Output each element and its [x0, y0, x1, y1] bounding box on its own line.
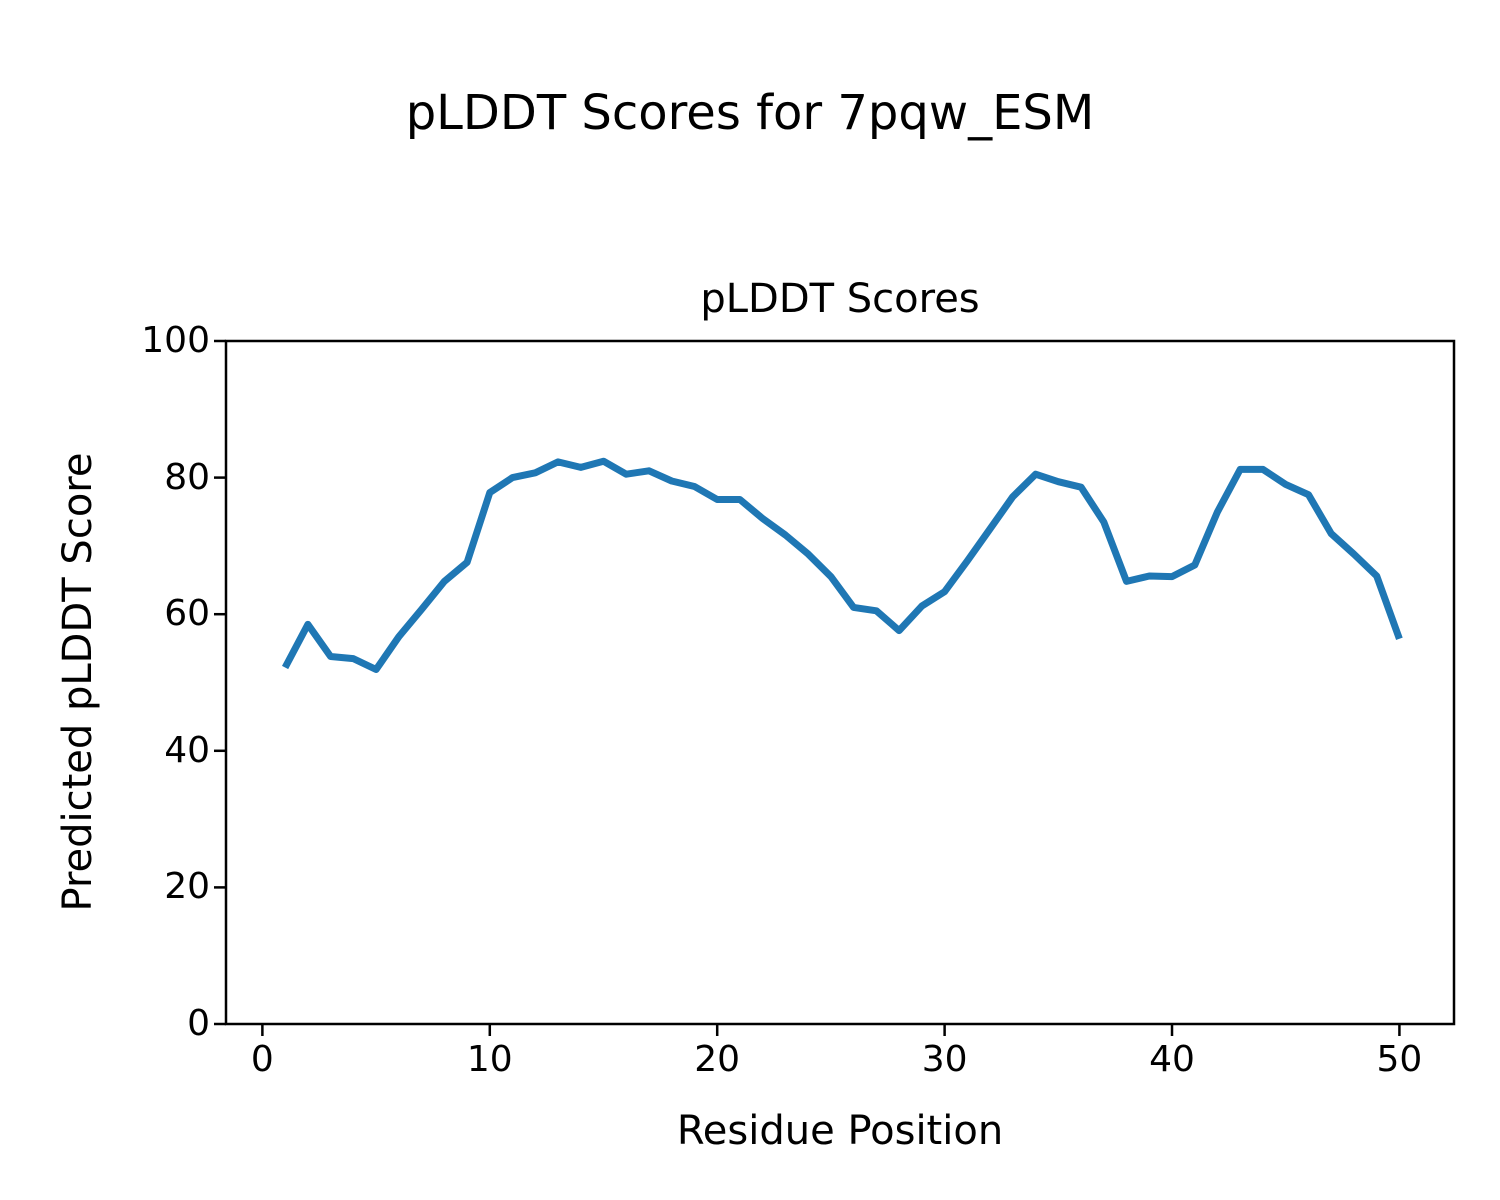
- y-tick-label: 0: [187, 1003, 210, 1044]
- axes-frame: [224, 339, 1456, 1026]
- y-tick-label: 40: [164, 729, 210, 771]
- y-tick-label: 20: [164, 866, 210, 908]
- x-tick-label: 50: [1376, 1039, 1423, 1080]
- plddt-series-line: [282, 457, 1403, 673]
- x-tick-label: 20: [694, 1039, 741, 1080]
- y-tick-label: 100: [141, 320, 210, 361]
- y-tick-label: 80: [164, 456, 210, 498]
- x-tick-label: 30: [921, 1039, 968, 1080]
- y-tick-label: 60: [164, 593, 210, 635]
- tick-marks: [214, 339, 1401, 1036]
- axes-title: pLDDT Scores: [700, 276, 980, 322]
- x-tick-label: 0: [250, 1039, 274, 1080]
- x-tick-label: 40: [1149, 1039, 1195, 1080]
- x-axis-label: Residue Position: [676, 1108, 1004, 1154]
- figure-title: pLDDT Scores for 7pqw_ESM: [405, 85, 1095, 141]
- x-tick-label: 10: [466, 1039, 513, 1080]
